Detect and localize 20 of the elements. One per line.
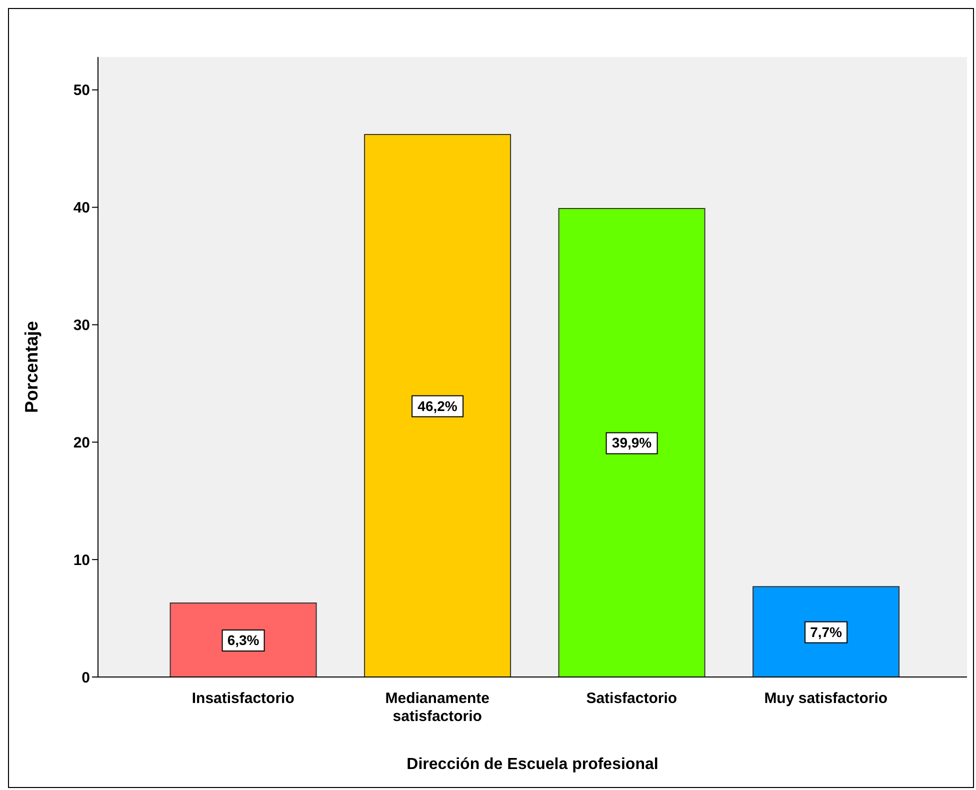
x-tick-label: Muy satisfactorio: [764, 690, 888, 707]
x-tick-label: Satisfactorio: [586, 690, 678, 707]
data-label: 46,2%: [418, 398, 458, 414]
y-tick-label: 0: [82, 669, 90, 686]
y-tick-label: 50: [73, 82, 90, 100]
bar: [752, 586, 900, 677]
data-label: 7,7%: [810, 624, 843, 640]
y-tick-label: 20: [73, 434, 90, 452]
y-tick-label: 30: [73, 317, 90, 334]
y-tick-label: 40: [73, 200, 90, 217]
y-tick-label: 10: [73, 552, 90, 569]
bar: [558, 208, 706, 677]
data-label: 39,9%: [612, 434, 652, 451]
y-axis-title: Porcentaje: [21, 320, 42, 414]
data-label: 6,3%: [227, 632, 260, 648]
x-tick-label: Medianamente satisfactorio: [385, 690, 490, 725]
x-axis-title: Dirección de Escuela profesional: [406, 756, 658, 773]
bar: [364, 134, 512, 677]
bar: [170, 602, 317, 677]
x-tick-label: Insatisfactorio: [192, 690, 294, 707]
